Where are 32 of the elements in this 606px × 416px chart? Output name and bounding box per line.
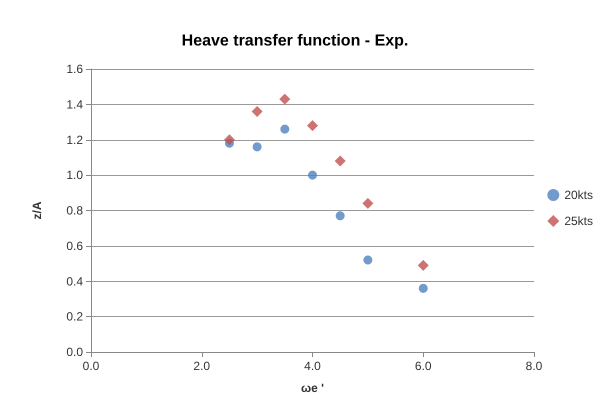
y-tick-label: 1.6: [66, 62, 84, 76]
y-tick-label: 0.8: [66, 204, 84, 218]
x-tick-label: 2.0: [193, 359, 210, 373]
point: [252, 106, 263, 117]
point: [308, 170, 317, 180]
legend-label: 25kts: [564, 214, 594, 228]
point: [363, 256, 372, 265]
y-tick-label: 1.0: [66, 168, 84, 182]
point: [224, 134, 235, 146]
y-tick-label: 0.0: [66, 345, 84, 359]
point: [307, 120, 318, 132]
chart-title: Heave transfer function - Exp.: [182, 32, 408, 50]
x-tick-label: 6.0: [414, 359, 432, 373]
y-axis-title: z/A: [30, 201, 44, 220]
y-tick-label: 0.6: [66, 238, 84, 253]
point: [362, 198, 374, 209]
legend-label: 20kts: [564, 188, 594, 202]
point: [280, 124, 290, 134]
point: [279, 94, 290, 105]
point: [336, 211, 345, 220]
y-tick-label: 0.4: [66, 274, 84, 288]
point: [418, 284, 428, 293]
point: [334, 155, 346, 166]
x-tick-label: 0.0: [82, 359, 100, 373]
y-tick-label: 1.2: [66, 132, 84, 147]
x-axis-title: ωe ': [301, 381, 324, 395]
x-tick-label: 4.0: [304, 359, 322, 373]
y-tick-label: 1.4: [66, 97, 84, 112]
point: [418, 260, 429, 271]
x-tick-label: 8.0: [526, 359, 543, 373]
point: [252, 142, 262, 152]
y-tick-label: 0.2: [66, 310, 84, 324]
